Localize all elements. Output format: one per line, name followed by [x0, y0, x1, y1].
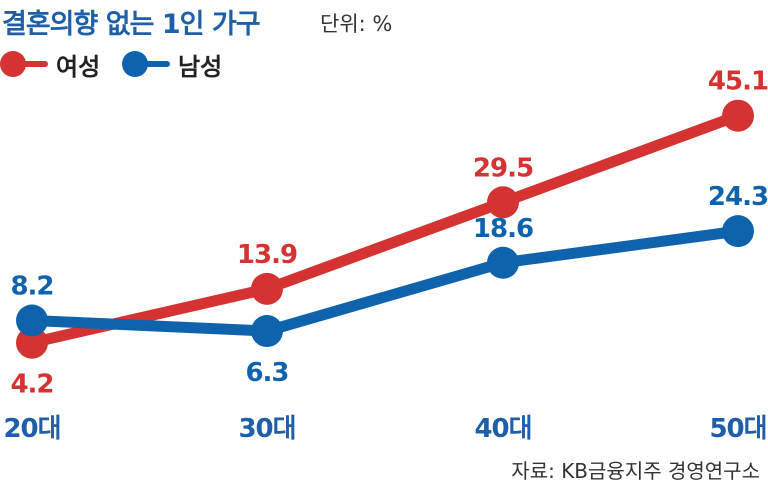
legend-swatch-female [0, 49, 50, 79]
data-label-male-3: 18.6 [473, 214, 533, 244]
data-point-male-3 [487, 246, 519, 279]
data-label-male-2: 6.3 [245, 358, 288, 388]
legend-item-female: 여성 [0, 48, 101, 81]
data-point-male-1 [16, 304, 48, 337]
legend-item-male: 남성 [122, 48, 223, 81]
x-tick-label-1: 20대 [3, 414, 60, 444]
x-tick-label-2: 30대 [238, 414, 295, 444]
chart-title: 결혼의향 없는 1인 가구 [2, 9, 261, 40]
legend-label-female: 여성 [56, 52, 101, 81]
series-line-female [26, 110, 744, 349]
series-line-male [26, 225, 744, 337]
data-point-female-4 [722, 99, 754, 132]
unit-label: 단위: % [320, 12, 393, 36]
data-point-male-2 [251, 315, 283, 348]
data-label-female-1: 4.2 [10, 370, 53, 400]
data-point-female-1 [16, 326, 48, 359]
data-label-male-1: 8.2 [10, 271, 53, 301]
data-label-male-4: 24.3 [708, 182, 768, 212]
source-note: 자료: KB금융지주 경영연구소 [511, 459, 760, 483]
data-label-female-2: 13.9 [237, 240, 297, 270]
data-point-male-4 [722, 215, 754, 248]
x-tick-label-4: 50대 [709, 414, 766, 444]
data-label-female-4: 45.1 [708, 67, 768, 97]
data-label-female-3: 29.5 [473, 153, 533, 183]
data-point-female-2 [251, 272, 283, 305]
legend-swatch-male [122, 49, 172, 79]
data-point-female-3 [487, 186, 519, 219]
x-tick-label-3: 40대 [474, 414, 531, 444]
legend-label-male: 남성 [178, 52, 223, 81]
